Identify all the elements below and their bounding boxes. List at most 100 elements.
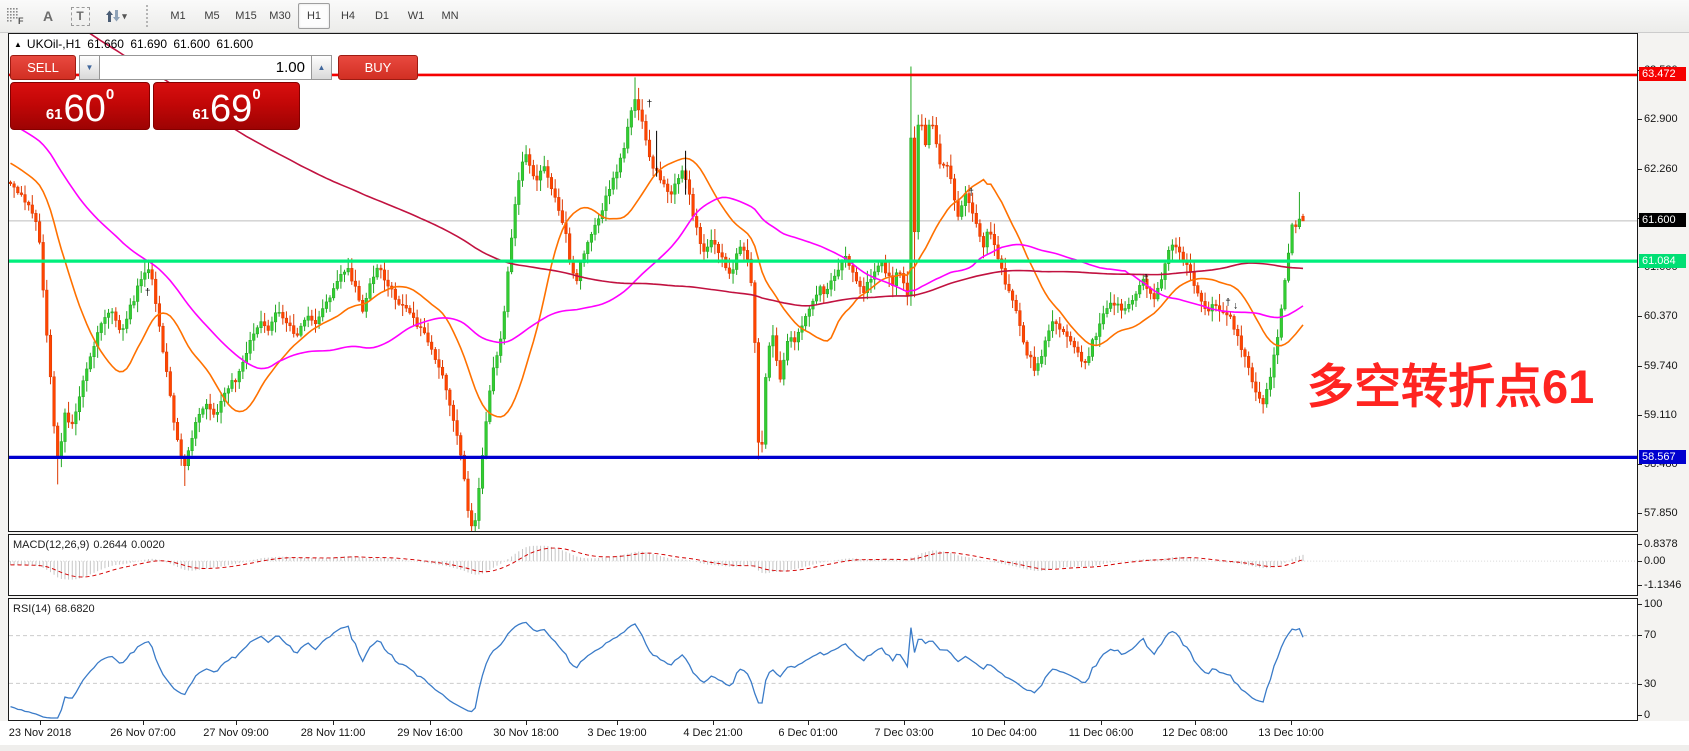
rsi-tick-label: 30 <box>1644 677 1657 690</box>
sell-price-big: 60 <box>63 88 106 130</box>
svg-text:F: F <box>18 16 24 25</box>
timeframe-buttons: M1 M5 M15 M30 H1 H4 D1 W1 MN <box>161 3 467 29</box>
macd-tick-label: -1.1346 <box>1644 578 1682 591</box>
rsi-axis: 100 70 30 0 <box>1638 598 1689 721</box>
one-click-trading-widget: SELL ▼ ▲ BUY 61 60 0 61 69 0 <box>10 55 418 130</box>
time-label: 7 Dec 03:00 <box>874 727 934 739</box>
timeframe-button-w1[interactable]: W1 <box>407 10 425 22</box>
price-badge: 63.472 <box>1639 67 1686 81</box>
text-label-icon[interactable]: T <box>66 3 94 29</box>
time-tick <box>1004 721 1005 725</box>
timeframe-button-h4[interactable]: H4 <box>340 10 356 22</box>
volume-increase-button[interactable]: ▲ <box>311 55 332 80</box>
price-tick <box>1638 414 1642 416</box>
diagonal-arrows-icon <box>106 9 121 22</box>
time-tick <box>526 721 527 725</box>
ohlc-high: 61.690 <box>130 37 168 51</box>
price-tick <box>1638 365 1642 367</box>
rsi-value: 68.6820 <box>54 603 95 615</box>
svg-text:↓: ↓ <box>1233 300 1238 311</box>
rsi-tick <box>1638 635 1642 637</box>
timeframe-button-m5[interactable]: M5 <box>204 10 220 22</box>
time-label: 4 Dec 21:00 <box>683 727 743 739</box>
time-tick <box>617 721 618 725</box>
volume-decrease-button[interactable]: ▼ <box>79 55 100 80</box>
price-badge: 61.600 <box>1639 213 1686 228</box>
buy-price-sup: 0 <box>252 86 261 103</box>
price-tick-label: 62.900 <box>1644 112 1678 125</box>
rsi-chart-svg[interactable] <box>9 599 1637 720</box>
price-tick <box>1638 513 1642 515</box>
timeframe-button-m30[interactable]: M30 <box>269 10 291 22</box>
rsi-tick-label: 100 <box>1644 598 1663 610</box>
price-tick-label: 57.850 <box>1644 507 1678 520</box>
svg-text:†: † <box>968 188 974 199</box>
rsi-label: RSI(14) 68.6820 <box>13 603 95 615</box>
time-label: 30 Nov 18:00 <box>493 727 559 739</box>
rsi-tick-label: 0 <box>1644 709 1651 721</box>
time-tick <box>236 721 237 725</box>
chart-header: ▲ UKOil-,H1 61.660 61.690 61.600 61.600 <box>14 37 256 51</box>
font-a-icon[interactable]: A <box>42 8 54 24</box>
ohlc-low: 61.600 <box>173 37 211 51</box>
svg-text:†: † <box>1143 274 1149 285</box>
ohlc-open: 61.660 <box>87 37 124 51</box>
time-label: 28 Nov 11:00 <box>300 727 366 739</box>
price-badge: 58.567 <box>1639 450 1686 465</box>
sell-price-display[interactable]: 61 60 0 <box>10 82 150 130</box>
timeframe-button-h1[interactable]: H1 <box>298 3 330 29</box>
chart-text-annotation: 多空转折点61 <box>1307 360 1595 413</box>
chart-grid-f-icon[interactable]: F <box>2 3 30 29</box>
sell-button[interactable]: SELL <box>10 55 76 80</box>
time-label: 6 Dec 01:00 <box>778 727 838 739</box>
collapse-triangle-icon[interactable]: ▲ <box>14 40 22 49</box>
macd-tick <box>1638 584 1642 586</box>
time-tick <box>40 721 41 725</box>
macd-indicator-panel[interactable] <box>8 534 1638 596</box>
time-axis: 23 Nov 2018 26 Nov 07:00 27 Nov 09:00 28… <box>0 721 1689 751</box>
toolbar: F A T ▾ M1 M5 M15 M30 H1 H4 D1 W1 MN <box>0 0 1689 33</box>
rsi-indicator-panel[interactable] <box>8 598 1638 721</box>
macd-tick <box>1638 561 1642 562</box>
rsi-tick <box>1638 604 1642 605</box>
price-badge: 61.084 <box>1639 253 1686 268</box>
price-tick <box>1638 464 1642 465</box>
toolbar-grip[interactable] <box>146 5 155 27</box>
volume-input[interactable] <box>100 55 311 80</box>
macd-chart-svg[interactable] <box>9 535 1637 595</box>
macd-tick-label: 0.8378 <box>1644 537 1678 550</box>
price-tick <box>1638 168 1642 170</box>
svg-text:†: † <box>647 99 653 110</box>
buy-price-prefix: 61 <box>192 106 210 123</box>
price-tick-label: 60.370 <box>1644 310 1678 323</box>
svg-text:†: † <box>145 287 151 298</box>
symbol-label: UKOil-,H1 <box>26 37 81 51</box>
time-label: 27 Nov 09:00 <box>203 727 269 739</box>
macd-axis: 0.8378 0.00 -1.1346 <box>1638 534 1689 596</box>
buy-button[interactable]: BUY <box>338 55 418 80</box>
price-tick-label: 62.260 <box>1644 162 1678 175</box>
price-tick <box>1638 316 1642 318</box>
timeframe-button-m15[interactable]: M15 <box>235 10 257 22</box>
time-label: 3 Dec 19:00 <box>587 727 647 739</box>
arrows-object-icon[interactable]: ▾ <box>98 3 134 29</box>
macd-signal-value: 0.0020 <box>131 539 165 551</box>
time-tick <box>1291 721 1292 725</box>
rsi-tick <box>1638 683 1642 685</box>
timeframe-button-m1[interactable]: M1 <box>170 10 186 22</box>
buy-price-big: 69 <box>210 88 253 130</box>
dashed-box: T <box>70 6 90 26</box>
price-tick <box>1638 118 1642 120</box>
timeframe-button-mn[interactable]: MN <box>441 10 459 22</box>
svg-text:†: † <box>1225 297 1231 308</box>
buy-price-display[interactable]: 61 69 0 <box>153 82 300 130</box>
time-tick <box>430 721 431 725</box>
time-label: 29 Nov 16:00 <box>397 727 463 739</box>
price-tick-label: 59.740 <box>1644 359 1678 372</box>
time-label: 11 Dec 06:00 <box>1068 727 1134 739</box>
price-tick-label: 59.110 <box>1644 408 1677 421</box>
timeframe-button-d1[interactable]: D1 <box>374 10 390 22</box>
price-tick <box>1638 267 1642 269</box>
time-label: 13 Dec 10:00 <box>1258 727 1324 739</box>
